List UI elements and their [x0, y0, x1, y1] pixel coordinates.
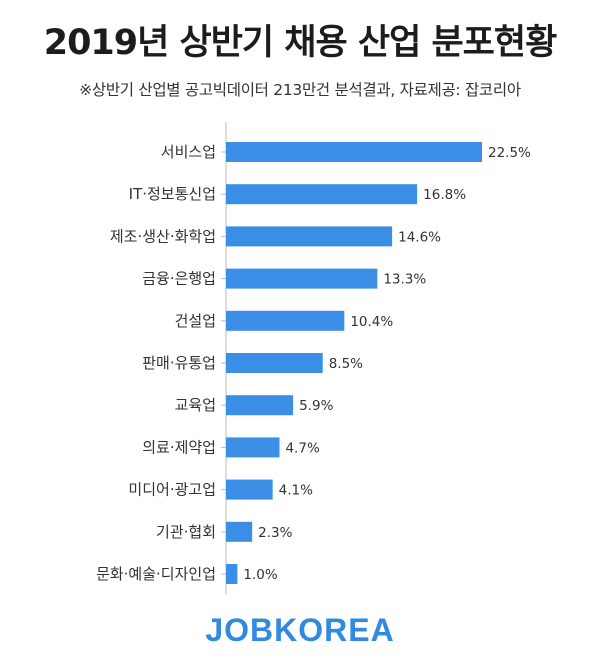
- bar: [226, 395, 294, 416]
- category-label: 서비스업: [161, 143, 216, 161]
- value-label: 2.3%: [258, 525, 292, 541]
- bar-chart: 서비스업 22.5% IT·정보통신업 16.8% 제조·생산·화학업 14.6% 금융·은…: [96, 122, 531, 594]
- bar: [226, 521, 253, 542]
- value-label: 22.5%: [488, 145, 531, 161]
- bar: [226, 479, 273, 500]
- category-label: 미디어·광고업: [128, 481, 216, 499]
- category-label: 금융·은행업: [142, 270, 216, 288]
- value-label: 8.5%: [329, 356, 363, 372]
- category-label: 문화·예술·디자인업: [96, 565, 216, 583]
- bar: [226, 353, 323, 373]
- value-label: 14.6%: [398, 229, 441, 245]
- category-label: IT·정보통신업: [129, 185, 216, 203]
- value-label: 10.4%: [350, 314, 393, 330]
- bar: [226, 142, 482, 162]
- category-label: 기관·협회: [156, 523, 216, 541]
- bar: [226, 437, 280, 458]
- value-label: 4.7%: [285, 440, 319, 456]
- category-label: 제조·생산·화학업: [110, 227, 216, 245]
- chart-title: 2019년 상반기 채용 산업 분포현황: [43, 23, 558, 63]
- category-label: 의료·제약업: [142, 438, 216, 456]
- bar: [226, 268, 378, 289]
- value-label: 4.1%: [279, 483, 313, 499]
- bar: [226, 310, 345, 331]
- value-label: 16.8%: [423, 187, 466, 203]
- category-label: 교육업: [175, 396, 216, 414]
- chart-subtitle: ※상반기 산업별 공고빅데이터 213만건 분석결과, 자료제공: 잡코리아: [79, 81, 521, 99]
- bar: [226, 564, 238, 584]
- value-label: 5.9%: [299, 398, 333, 414]
- value-label: 1.0%: [243, 567, 277, 583]
- jobkorea-logo: JOBKOREA: [205, 612, 395, 648]
- category-label: 건설업: [175, 312, 216, 330]
- value-label: 13.3%: [383, 272, 426, 288]
- bar: [226, 184, 418, 205]
- category-label: 판매·유통업: [142, 354, 216, 372]
- bar: [226, 226, 393, 247]
